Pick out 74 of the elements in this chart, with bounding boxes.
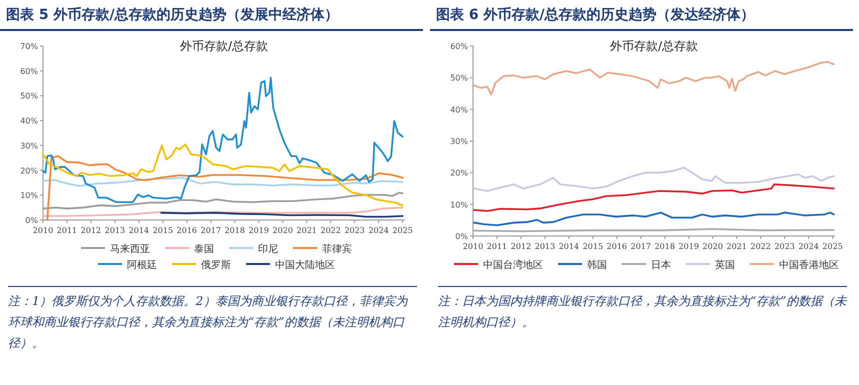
x-tick-label: 2025 bbox=[822, 242, 843, 251]
text: 注：日本为国内持牌商业银行存款口径，其余为直接标注为“存款”的数据（未注明机构口径）。 bbox=[438, 286, 847, 333]
legend-label: 印尼 bbox=[258, 243, 278, 255]
x-tick-label: 2014 bbox=[558, 242, 580, 251]
y-tick-label: 10% bbox=[450, 200, 468, 210]
line-series bbox=[473, 60, 835, 96]
x-tick-label: 2016 bbox=[176, 226, 198, 235]
line-series bbox=[473, 183, 835, 212]
legend-label: 阿根廷 bbox=[127, 259, 157, 271]
x-tick-label: 2013 bbox=[104, 226, 126, 235]
y-tick-label: 10% bbox=[20, 191, 38, 200]
x-tick-label: 2018 bbox=[654, 242, 675, 251]
x-tick-label: 2015 bbox=[582, 242, 604, 251]
x-tick-label: 2024 bbox=[798, 242, 819, 251]
line-series bbox=[42, 76, 404, 203]
x-tick-label: 2021 bbox=[296, 226, 317, 235]
x-tick-label: 2012 bbox=[510, 242, 532, 251]
y-tick-label: 30% bbox=[450, 137, 468, 146]
y-tick-label: 20% bbox=[20, 166, 38, 176]
x-tick-label: 2019 bbox=[248, 226, 269, 235]
x-tick-label: 2010 bbox=[32, 226, 54, 235]
y-tick-label: 0% bbox=[455, 232, 468, 241]
y-tick-label: 50% bbox=[20, 92, 38, 101]
legend-label: 中国台湾地区 bbox=[483, 259, 543, 271]
x-tick-label: 2022 bbox=[320, 226, 341, 235]
x-tick-label: 2014 bbox=[128, 226, 150, 235]
legend-label: 中国大陆地区 bbox=[275, 259, 335, 271]
chart-subtitle: 外币存款/总存款 bbox=[610, 39, 698, 53]
y-tick-label: 20% bbox=[450, 168, 468, 178]
chart-subtitle: 外币存款/总存款 bbox=[180, 39, 268, 53]
x-tick-label: 2012 bbox=[80, 226, 102, 235]
x-tick-label: 2024 bbox=[368, 226, 389, 235]
legend-label: 俄罗斯 bbox=[201, 259, 231, 271]
x-tick-label: 2018 bbox=[224, 226, 245, 235]
x-tick-label: 2020 bbox=[702, 242, 723, 251]
text: 注：1）俄罗斯仅为个人存款数据。2）泰国为商业银行存款口径，菲律宾为环球和商业银行存款口径，其余为直接标注为“存款”的数据（未注明机构口径）。 bbox=[8, 286, 417, 354]
y-tick-label: 60% bbox=[20, 66, 38, 76]
x-tick-label: 2013 bbox=[534, 242, 556, 251]
x-tick-label: 2011 bbox=[56, 226, 78, 235]
x-tick-label: 2023 bbox=[774, 242, 795, 251]
x-tick-label: 2023 bbox=[344, 226, 365, 235]
y-tick-label: 30% bbox=[20, 141, 38, 150]
line-series bbox=[42, 206, 404, 217]
legend-label: 日本 bbox=[651, 259, 671, 271]
y-tick-label: 40% bbox=[450, 105, 468, 114]
x-tick-label: 2022 bbox=[750, 242, 771, 251]
x-tick-label: 2016 bbox=[606, 242, 628, 251]
y-tick-label: 70% bbox=[20, 42, 38, 51]
y-tick-label: 60% bbox=[450, 42, 468, 51]
legend-label: 泰国 bbox=[194, 244, 214, 255]
x-tick-label: 2017 bbox=[200, 226, 221, 235]
y-tick-label: 40% bbox=[20, 116, 38, 126]
line-series bbox=[42, 176, 404, 187]
x-tick-label: 2019 bbox=[678, 242, 699, 251]
x-tick-label: 2010 bbox=[462, 242, 484, 251]
line-series bbox=[42, 144, 404, 206]
legend-label: 英国 bbox=[715, 259, 735, 271]
legend-label: 菲律宾 bbox=[322, 243, 352, 255]
x-tick-label: 2011 bbox=[486, 242, 508, 251]
y-tick-label: 0% bbox=[25, 216, 38, 225]
x-tick-label: 2021 bbox=[726, 242, 747, 251]
line-series bbox=[473, 166, 835, 192]
chart-title: 图表 5 外币存款/总存款的历史趋势（发展中经济体） bbox=[6, 6, 339, 23]
legend-label: 韩国 bbox=[587, 259, 607, 271]
line-series bbox=[46, 155, 404, 221]
x-tick-label: 2017 bbox=[630, 242, 651, 251]
legend-label: 马来西亚 bbox=[110, 243, 150, 255]
x-tick-label: 2020 bbox=[272, 226, 293, 235]
chart-title: 图表 6 外币存款/总存款的历史趋势（发达经济体） bbox=[436, 6, 755, 23]
line-series bbox=[473, 212, 835, 226]
y-tick-label: 50% bbox=[450, 74, 468, 83]
x-tick-label: 2015 bbox=[152, 226, 174, 235]
x-tick-label: 2025 bbox=[392, 226, 413, 235]
legend-label: 中国香港地区 bbox=[779, 259, 839, 271]
